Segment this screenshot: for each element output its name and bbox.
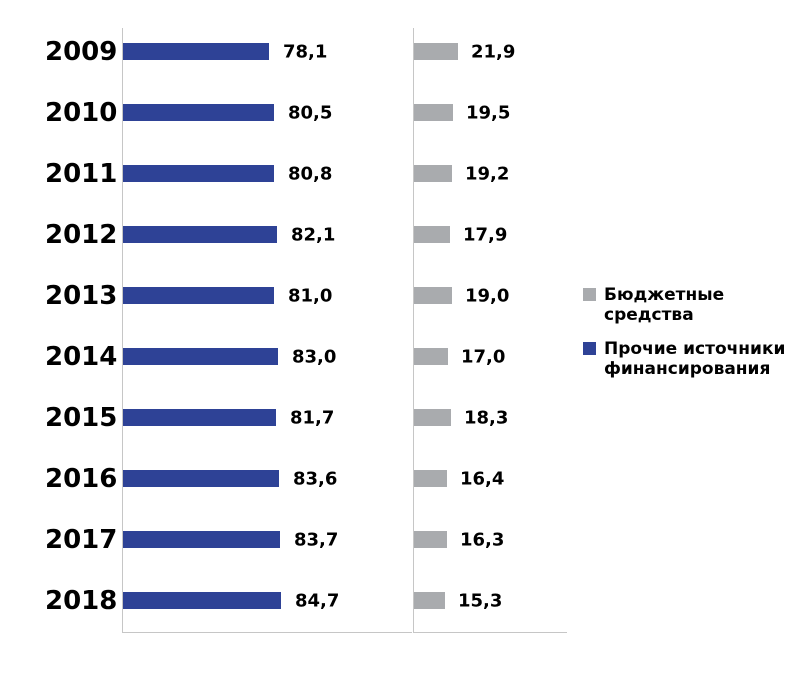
value-label: 83,6: [293, 468, 338, 490]
value-label: 80,5: [288, 102, 333, 124]
value-label: 19,5: [466, 102, 511, 124]
chart-row: 2014 83,0 17,0: [0, 344, 799, 370]
left-panel-axis-line: [122, 28, 123, 633]
right-panel-baseline: [413, 632, 567, 633]
left-series-bar: [123, 104, 274, 121]
left-series-bar: [123, 226, 277, 243]
right-series-bar: [414, 287, 452, 304]
value-label: 80,8: [288, 163, 333, 185]
value-label: 81,0: [288, 285, 333, 307]
value-label: 21,9: [471, 41, 516, 63]
value-label: 82,1: [291, 224, 336, 246]
chart-row: 2013 81,0 19,0: [0, 283, 799, 309]
legend-swatch: [583, 342, 596, 355]
value-label: 19,2: [465, 163, 510, 185]
chart-row: 2010 80,5 19,5: [0, 100, 799, 126]
legend: Бюджетные средства Прочие источники финан…: [583, 285, 789, 379]
chart-row: 2018 84,7 15,3: [0, 588, 799, 614]
category-label: 2012: [45, 219, 118, 250]
left-series-bar: [123, 470, 279, 487]
right-series-bar: [414, 165, 452, 182]
left-series-bar: [123, 531, 280, 548]
chart-row: 2017 83,7 16,3: [0, 527, 799, 553]
chart-row: 2012 82,1 17,9: [0, 222, 799, 248]
category-label: 2014: [45, 341, 118, 372]
left-series-bar: [123, 43, 269, 60]
left-series-bar: [123, 409, 276, 426]
value-label: 84,7: [295, 590, 340, 612]
left-series-bar: [123, 165, 274, 182]
left-series-bar: [123, 592, 281, 609]
value-label: 15,3: [458, 590, 503, 612]
value-label: 83,0: [292, 346, 337, 368]
legend-item: Прочие источники финансирования: [583, 339, 789, 379]
value-label: 16,3: [460, 529, 505, 551]
category-label: 2011: [45, 158, 118, 189]
value-label: 81,7: [290, 407, 335, 429]
category-label: 2015: [45, 402, 118, 433]
right-series-bar: [414, 104, 453, 121]
chart-row: 2015 81,7 18,3: [0, 405, 799, 431]
chart-row: 2011 80,8 19,2: [0, 161, 799, 187]
value-label: 83,7: [294, 529, 339, 551]
right-series-bar: [414, 592, 445, 609]
category-label: 2010: [45, 97, 118, 128]
category-label: 2018: [45, 585, 118, 616]
value-label: 17,0: [461, 346, 506, 368]
legend-item: Бюджетные средства: [583, 285, 789, 325]
category-label: 2013: [45, 280, 118, 311]
legend-swatch: [583, 288, 596, 301]
category-label: 2016: [45, 463, 118, 494]
value-label: 18,3: [464, 407, 509, 429]
legend-item-label: Прочие источники финансирования: [604, 339, 786, 379]
value-label: 19,0: [465, 285, 510, 307]
left-panel-baseline: [122, 632, 412, 633]
right-series-bar: [414, 43, 458, 60]
value-label: 16,4: [460, 468, 505, 490]
right-series-bar: [414, 348, 448, 365]
chart-row: 2009 78,1 21,9: [0, 39, 799, 65]
value-label: 17,9: [463, 224, 508, 246]
right-series-bar: [414, 470, 447, 487]
right-panel-axis-line: [413, 28, 414, 633]
value-label: 78,1: [283, 41, 328, 63]
category-label: 2009: [45, 36, 118, 67]
category-label: 2017: [45, 524, 118, 555]
right-series-bar: [414, 226, 450, 243]
left-series-bar: [123, 287, 274, 304]
legend-item-label: Бюджетные средства: [604, 285, 725, 325]
right-series-bar: [414, 409, 451, 426]
chart-row: 2016 83,6 16,4: [0, 466, 799, 492]
right-series-bar: [414, 531, 447, 548]
left-series-bar: [123, 348, 278, 365]
